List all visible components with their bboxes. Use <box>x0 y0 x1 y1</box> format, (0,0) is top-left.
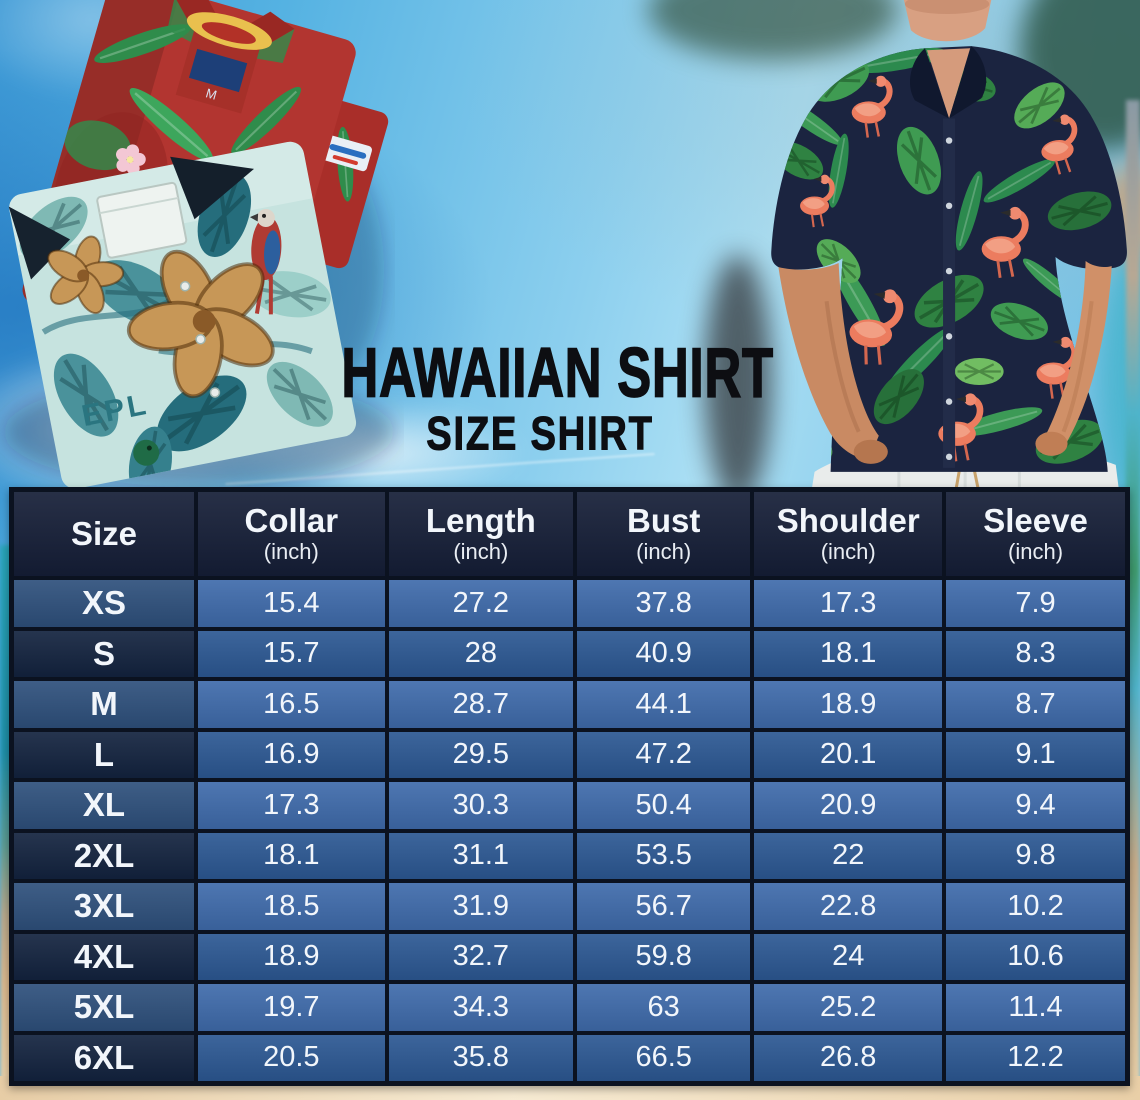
value-cell: 11.4 <box>944 982 1127 1033</box>
poster-subtitle: SIZE SHIRT <box>426 406 654 461</box>
value-cell: 35.8 <box>386 1032 576 1083</box>
header-cell-size: Size <box>12 490 196 578</box>
header-label: Sleeve <box>983 502 1088 540</box>
value-cell: 63 <box>575 982 753 1033</box>
value-cell: 20.9 <box>752 780 945 831</box>
value-cell: 16.5 <box>195 679 387 730</box>
value-cell: 31.1 <box>386 830 576 881</box>
size-cell-s: S <box>12 628 196 679</box>
header-cell-sleeve: Sleeve (inch) <box>944 490 1127 578</box>
value-cell: 10.2 <box>944 881 1127 932</box>
header-label: Collar <box>244 502 339 540</box>
value-cell: 44.1 <box>575 679 753 730</box>
value-cell: 18.9 <box>752 679 945 730</box>
value-cell: 30.3 <box>386 780 576 831</box>
size-cell-2xl: 2XL <box>12 830 196 881</box>
value-cell: 32.7 <box>386 931 576 982</box>
value-cell: 27.2 <box>386 578 576 629</box>
value-cell: 17.3 <box>752 578 945 629</box>
header-unit: (inch) <box>263 538 319 564</box>
size-cell-3xl: 3XL <box>12 881 196 932</box>
shirt-tag-letter: M <box>204 85 219 102</box>
size-cell-4xl: 4XL <box>12 931 196 982</box>
parrot-print <box>249 208 282 315</box>
value-cell: 16.9 <box>195 729 387 780</box>
value-cell: 28 <box>386 628 576 679</box>
header-label: Bust <box>627 502 701 540</box>
size-cell-l: L <box>12 729 196 780</box>
value-cell: 25.2 <box>752 982 945 1033</box>
value-cell: 17.3 <box>195 780 387 831</box>
header-unit: (inch) <box>453 538 509 564</box>
header-unit: (inch) <box>636 538 692 564</box>
header-label: Size <box>70 515 137 553</box>
value-cell: 18.5 <box>195 881 387 932</box>
value-cell: 22.8 <box>752 881 945 932</box>
size-table: Size Collar (inch) Length (inch) Bust (inch) Sh… <box>9 487 1130 1086</box>
value-cell: 18.9 <box>195 931 387 982</box>
header-label: Length <box>425 502 536 540</box>
header-cell-bust: Bust (inch) <box>575 490 753 578</box>
value-cell: 53.5 <box>575 830 753 881</box>
value-cell: 29.5 <box>386 729 576 780</box>
header-unit: (inch) <box>1008 538 1064 564</box>
value-cell: 18.1 <box>752 628 945 679</box>
size-cell-m: M <box>12 679 196 730</box>
value-cell: 18.1 <box>195 830 387 881</box>
value-cell: 8.3 <box>944 628 1127 679</box>
value-cell: 50.4 <box>575 780 753 831</box>
folded-shirts-photo: M <box>4 0 394 492</box>
header-unit: (inch) <box>820 538 876 564</box>
value-cell: 10.6 <box>944 931 1127 982</box>
header-label: Shoulder <box>776 502 920 540</box>
value-cell: 28.7 <box>386 679 576 730</box>
value-cell: 7.9 <box>944 578 1127 629</box>
model-photo <box>771 0 1127 497</box>
value-cell: 47.2 <box>575 729 753 780</box>
value-cell: 37.8 <box>575 578 753 629</box>
size-cell-6xl: 6XL <box>12 1032 196 1083</box>
header-cell-collar: Collar (inch) <box>195 490 387 578</box>
value-cell: 34.3 <box>386 982 576 1033</box>
value-cell: 9.1 <box>944 729 1127 780</box>
header-cell-length: Length (inch) <box>386 490 576 578</box>
value-cell: 26.8 <box>752 1032 945 1083</box>
title-block: HAWAIIAN SHIRT SIZE SHIRT <box>298 337 782 461</box>
value-cell: 66.5 <box>575 1032 753 1083</box>
palm-trunk-blur <box>704 255 772 505</box>
value-cell: 9.4 <box>944 780 1127 831</box>
poster-title: HAWAIIAN SHIRT <box>341 334 774 413</box>
value-cell: 56.7 <box>575 881 753 932</box>
value-cell: 15.4 <box>195 578 387 629</box>
size-cell-xl: XL <box>12 780 196 831</box>
value-cell: 20.5 <box>195 1032 387 1083</box>
value-cell: 15.7 <box>195 628 387 679</box>
size-cell-xs: XS <box>12 578 196 629</box>
value-cell: 24 <box>752 931 945 982</box>
header-cell-shoulder: Shoulder (inch) <box>752 490 945 578</box>
value-cell: 31.9 <box>386 881 576 932</box>
value-cell: 20.1 <box>752 729 945 780</box>
value-cell: 9.8 <box>944 830 1127 881</box>
size-cell-5xl: 5XL <box>12 982 196 1033</box>
value-cell: 22 <box>752 830 945 881</box>
value-cell: 19.7 <box>195 982 387 1033</box>
value-cell: 59.8 <box>575 931 753 982</box>
value-cell: 40.9 <box>575 628 753 679</box>
teal-hawaiian-shirt: EPL <box>6 139 357 492</box>
value-cell: 8.7 <box>944 679 1127 730</box>
value-cell: 12.2 <box>944 1032 1127 1083</box>
